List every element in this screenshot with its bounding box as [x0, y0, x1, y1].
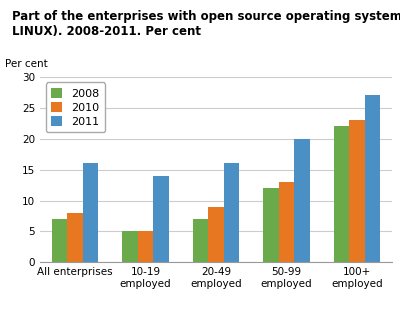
- Bar: [263, 188, 279, 262]
- Bar: [334, 126, 349, 262]
- Bar: [122, 231, 138, 262]
- Text: Part of the enterprises with open source operating systems (like
LINUX). 2008-20: Part of the enterprises with open source…: [12, 10, 400, 38]
- Bar: [364, 95, 380, 262]
- Legend: 2008, 2010, 2011: 2008, 2010, 2011: [46, 82, 105, 132]
- Bar: [52, 219, 68, 262]
- Bar: [224, 164, 239, 262]
- Bar: [208, 207, 224, 262]
- Bar: [279, 182, 294, 262]
- Bar: [138, 231, 153, 262]
- Bar: [68, 213, 83, 262]
- Bar: [294, 139, 310, 262]
- Bar: [153, 176, 169, 262]
- Bar: [193, 219, 208, 262]
- Bar: [83, 164, 98, 262]
- Bar: [349, 120, 364, 262]
- Text: Per cent: Per cent: [5, 60, 48, 69]
